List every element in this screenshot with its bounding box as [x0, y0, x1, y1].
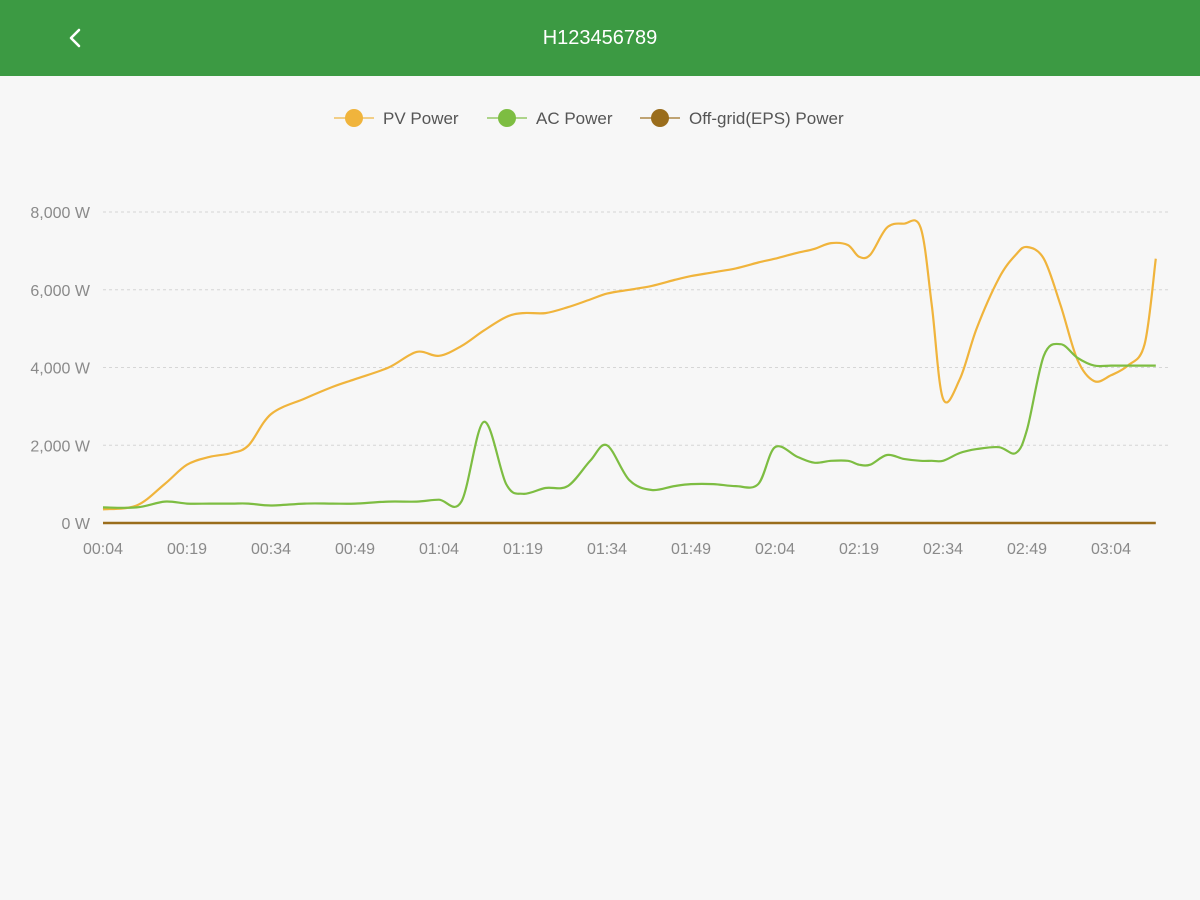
legend-dot: [345, 109, 363, 127]
legend-label: AC Power: [536, 109, 613, 128]
y-tick-label: 6,000 W: [30, 283, 90, 300]
x-tick-label: 00:04: [83, 541, 123, 558]
x-tick-label: 01:19: [503, 541, 543, 558]
app-header: H123456789: [0, 0, 1200, 76]
back-button[interactable]: [52, 14, 100, 62]
power-line-chart[interactable]: 0 W 2,000 W 4,000 W 6,000 W 8,000 W 00:04 00:1…: [0, 76, 1200, 636]
y-tick-label: 0 W: [62, 516, 91, 533]
legend-dot: [651, 109, 669, 127]
chevron-left-icon: [69, 28, 81, 48]
power-chart[interactable]: 0 W 2,000 W 4,000 W 6,000 W 8,000 W 00:04 00:1…: [0, 76, 1200, 636]
x-tick-label: 01:49: [671, 541, 711, 558]
legend-dot: [498, 109, 516, 127]
legend-item-1[interactable]: AC Power: [487, 109, 613, 128]
x-tick-label: 02:19: [839, 541, 879, 558]
legend-item-2[interactable]: Off-grid(EPS) Power: [640, 109, 844, 128]
legend-item-0[interactable]: PV Power: [334, 109, 459, 128]
series-line-1: [102, 342, 1156, 509]
page-title: H123456789: [542, 27, 658, 49]
x-tick-label: 01:34: [587, 541, 627, 558]
x-tick-label: 00:34: [251, 541, 291, 558]
y-tick-label: 4,000 W: [30, 361, 90, 378]
y-tick-label: 8,000 W: [30, 205, 90, 222]
x-tick-label: 02:49: [1007, 541, 1047, 558]
legend-label: Off-grid(EPS) Power: [689, 109, 844, 128]
x-tick-label: 01:04: [419, 541, 459, 558]
y-tick-label: 2,000 W: [30, 438, 90, 455]
x-tick-label: 00:49: [335, 541, 375, 558]
x-tick-label: 00:19: [167, 541, 207, 558]
x-tick-label: 02:34: [923, 541, 963, 558]
x-tick-label: 03:04: [1091, 541, 1131, 558]
series-line-0: [102, 219, 1157, 511]
legend-label: PV Power: [383, 109, 459, 128]
x-tick-label: 02:04: [755, 541, 795, 558]
